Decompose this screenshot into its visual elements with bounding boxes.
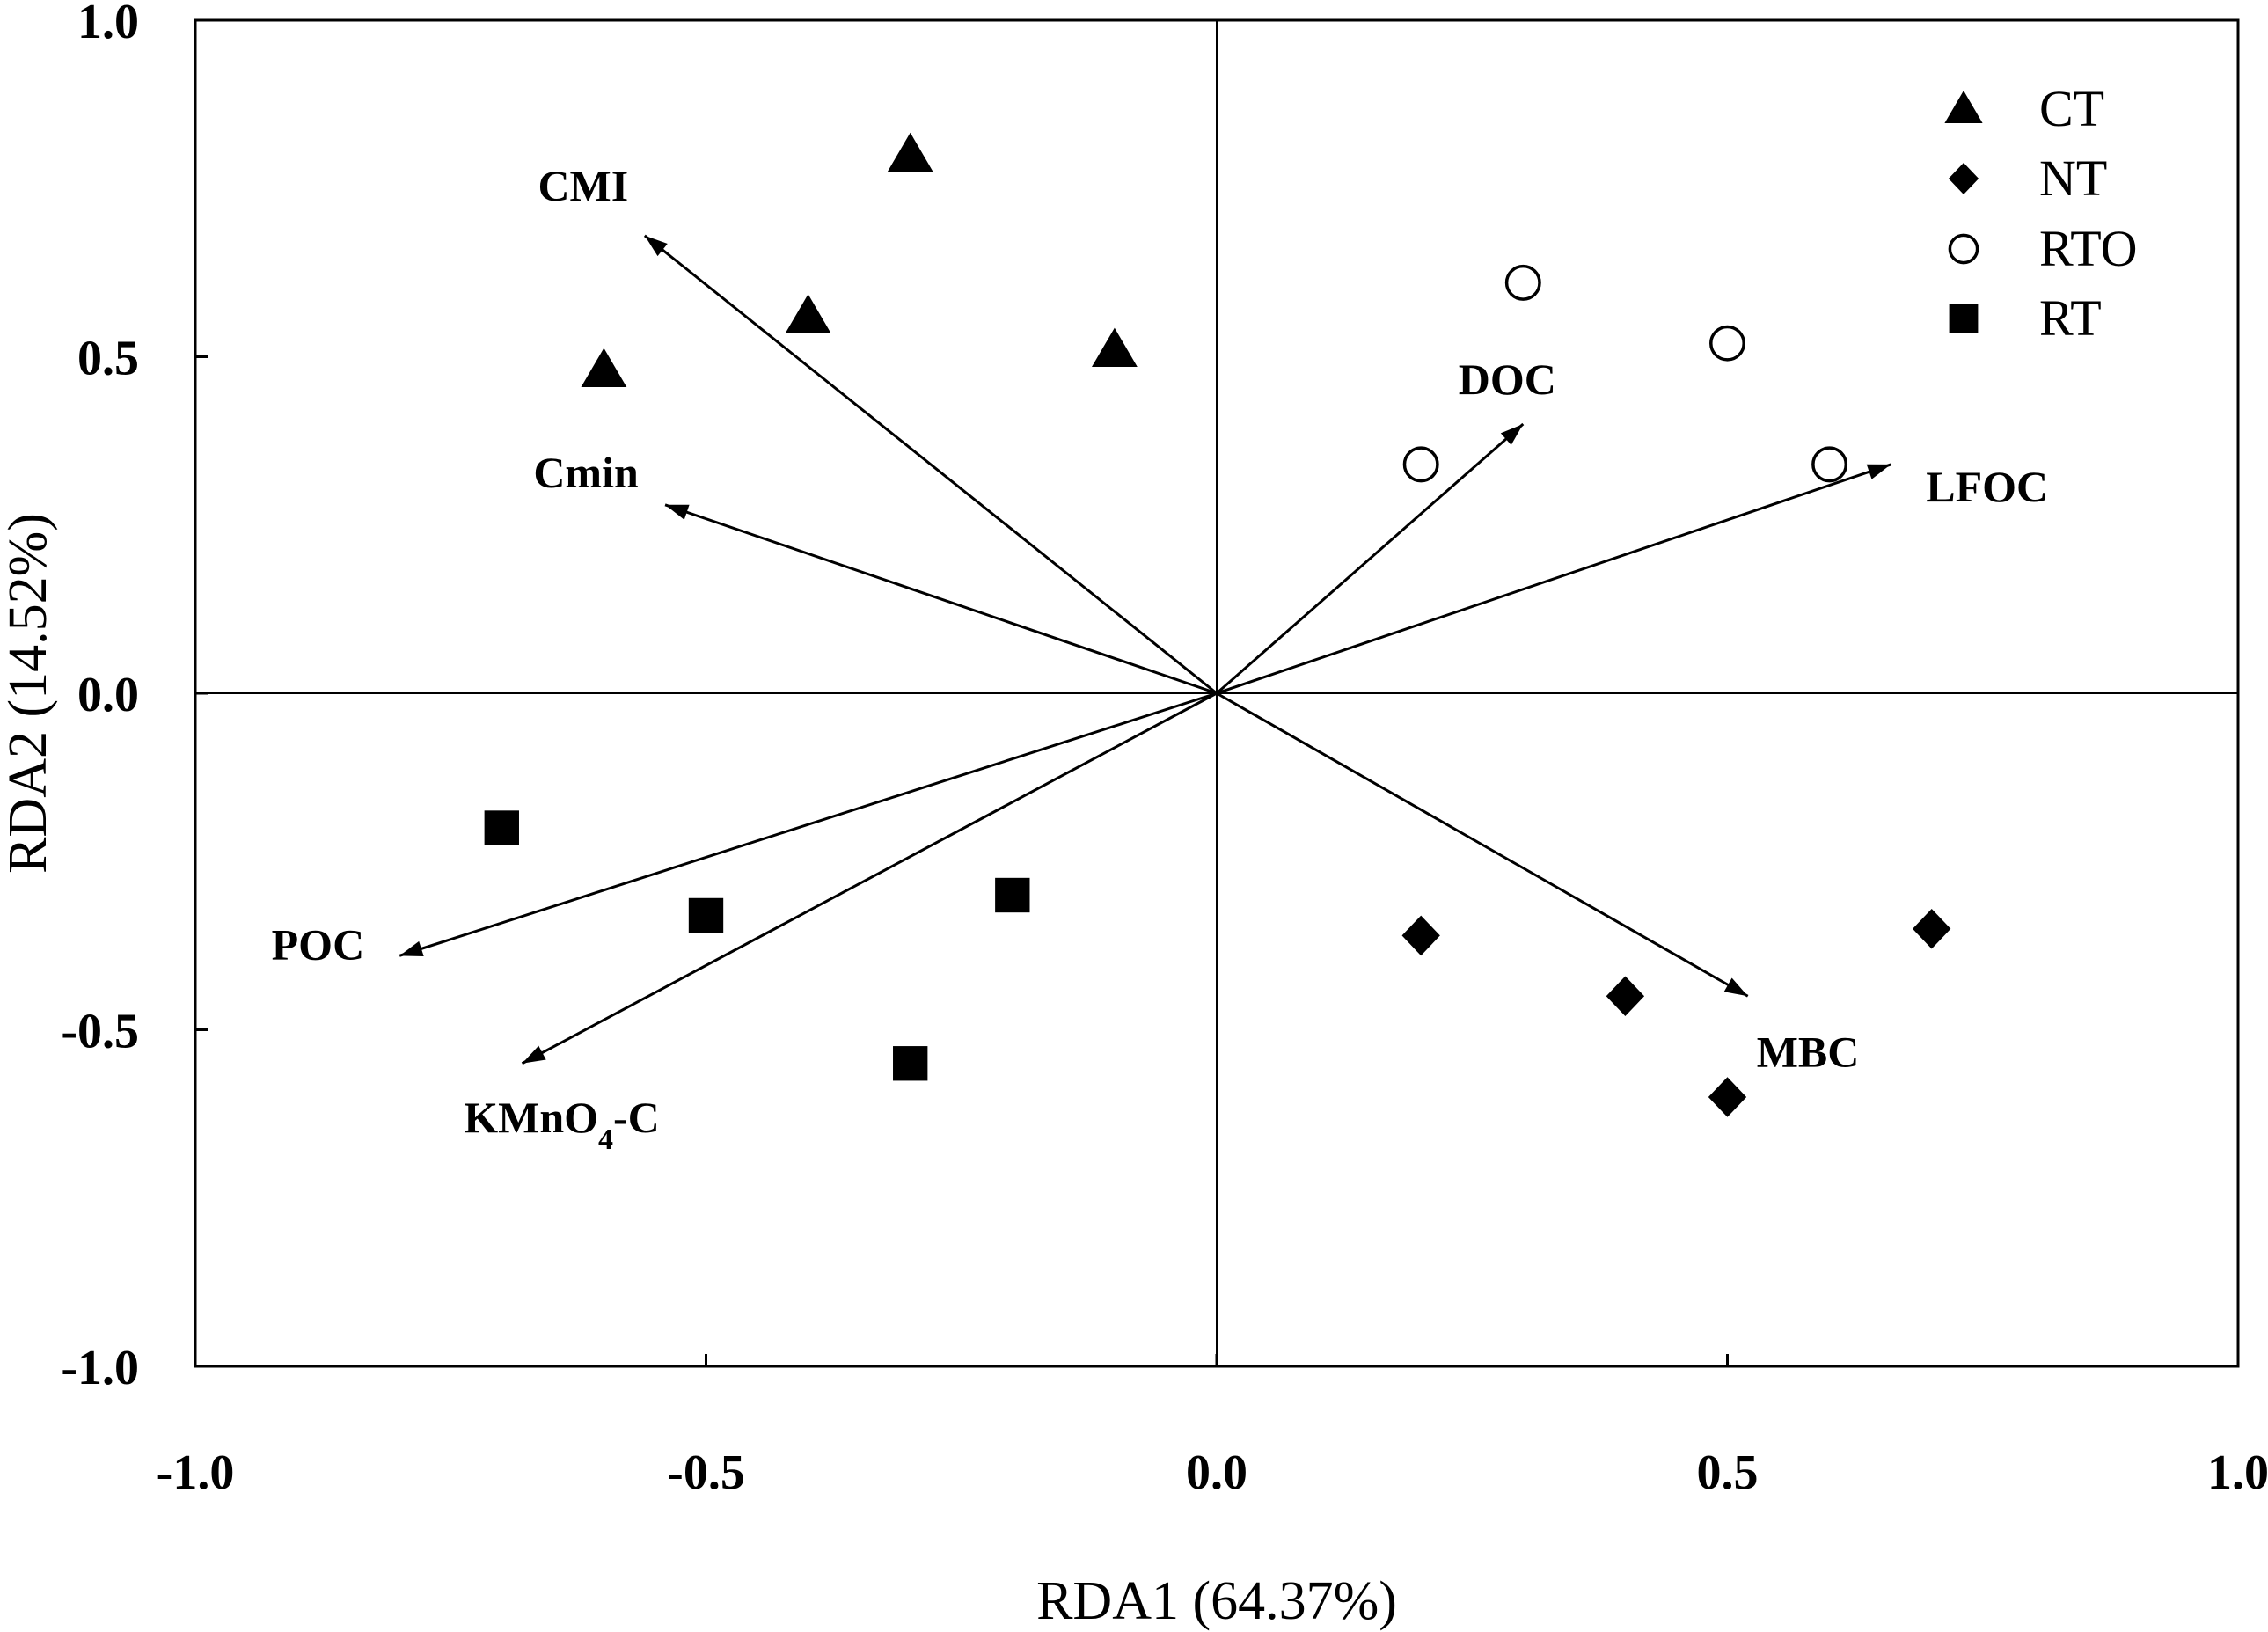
- point-ct: [887, 132, 933, 172]
- x-tick-labels: -1.0 -0.5 0.0 0.5 1.0: [157, 1445, 2268, 1500]
- vector-label-doc: DOC: [1459, 355, 1556, 404]
- y-tick-label: -0.5: [61, 1005, 139, 1059]
- y-tick-label: 0.0: [77, 668, 139, 722]
- vector-cmin: [664, 503, 1218, 695]
- legend-label-ct: CT: [2039, 80, 2104, 137]
- arrowhead-mbc: [1723, 977, 1748, 997]
- vector-label-lfoc: LFOC: [1926, 462, 2048, 511]
- vector-label-kmno4-c: KMnO4-C: [464, 1093, 660, 1156]
- arrowhead-lfoc: [1866, 464, 1891, 479]
- sample-points: [484, 132, 1951, 1117]
- point-rt: [893, 1046, 928, 1081]
- legend-marker-ct: [1944, 91, 1983, 123]
- point-rto: [1402, 446, 1439, 483]
- point-rto: [1709, 325, 1745, 362]
- point-nt: [1708, 1077, 1747, 1117]
- point-rt: [688, 897, 724, 933]
- legend-label-nt: NT: [2039, 150, 2107, 207]
- x-tick-label: 0.0: [1186, 1445, 1247, 1500]
- vector-label-mbc: MBC: [1757, 1027, 1860, 1076]
- vector-label-poc: POC: [272, 919, 365, 969]
- x-tick-label: 1.0: [2207, 1445, 2268, 1500]
- y-tick-label: 1.0: [77, 0, 139, 49]
- vector-label-cmin: Cmin: [533, 448, 639, 497]
- point-rto: [1811, 446, 1848, 483]
- y-tick-label: -1.0: [61, 1341, 139, 1395]
- legend-marker-rt: [1949, 304, 1979, 333]
- point-nt: [1606, 976, 1645, 1017]
- x-axis-title: RDA1 (64.37%): [1036, 1571, 1397, 1631]
- y-axis-title: RDA2 (14.52%): [0, 513, 58, 874]
- point-rt: [995, 877, 1030, 913]
- vector-label-cmi: CMI: [538, 161, 628, 210]
- point-ct: [1091, 327, 1138, 368]
- legend: CT NT RTO RT: [1944, 80, 2137, 347]
- point-ct: [581, 348, 627, 387]
- point-rt: [484, 810, 519, 845]
- x-tick-label: -0.5: [667, 1445, 745, 1500]
- y-tick-label: 0.5: [77, 332, 139, 386]
- arrowhead-cmin: [665, 504, 690, 520]
- point-rto: [1504, 264, 1541, 301]
- point-nt: [1913, 908, 1951, 949]
- vector-doc: [1216, 422, 1525, 695]
- point-nt: [1401, 915, 1440, 956]
- tick-marks: [194, 18, 2240, 1368]
- legend-marker-nt: [1948, 162, 1979, 195]
- vector-cmi: [643, 234, 1218, 695]
- vector-labels: CMI Cmin DOC LFOC MBC POC KMnO4-C: [272, 161, 2049, 1155]
- legend-label-rto: RTO: [2039, 220, 2137, 277]
- legend-marker-rto: [1948, 233, 1979, 265]
- environmental-vectors: [399, 234, 1891, 1065]
- x-tick-label: 0.5: [1697, 1445, 1759, 1500]
- vector-mbc: [1216, 692, 1749, 998]
- arrowhead-poc: [399, 940, 424, 956]
- y-tick-labels: 1.0 0.5 0.0 -0.5 -1.0: [61, 0, 139, 1395]
- arrowhead-cmi: [644, 235, 668, 257]
- arrowhead-kmno4-c: [522, 1045, 546, 1064]
- point-ct: [785, 294, 831, 333]
- x-tick-label: -1.0: [157, 1445, 235, 1500]
- vector-kmno4-c: [521, 692, 1218, 1065]
- legend-label-rt: RT: [2039, 289, 2102, 347]
- vector-poc: [399, 692, 1218, 957]
- arrowhead-doc: [1500, 424, 1524, 445]
- vector-lfoc: [1216, 463, 1891, 695]
